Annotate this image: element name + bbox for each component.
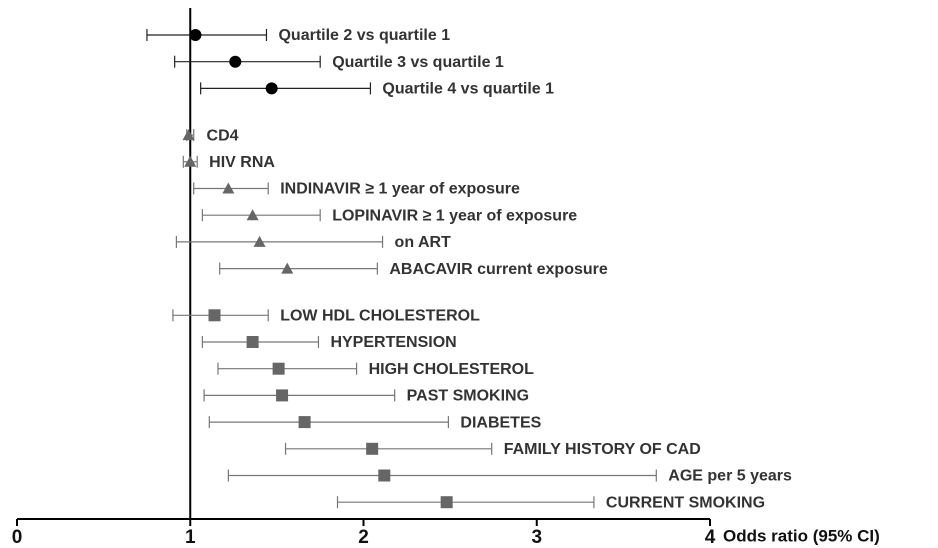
row-label: HIGH CHOLESTEROL bbox=[369, 361, 535, 378]
row-label: LOPINAVIR ≥ 1 year of exposure bbox=[332, 207, 577, 224]
point bbox=[208, 309, 221, 322]
x-tick-label: 3 bbox=[531, 527, 542, 548]
row-label: DIABETES bbox=[460, 414, 541, 431]
point bbox=[276, 389, 289, 402]
row-label: INDINAVIR ≥ 1 year of exposure bbox=[280, 181, 520, 198]
point bbox=[222, 182, 235, 194]
point bbox=[184, 155, 197, 167]
point bbox=[253, 235, 266, 247]
point bbox=[265, 82, 278, 95]
row-label: Quartile 3 vs quartile 1 bbox=[332, 54, 504, 71]
row-label: LOW HDL CHOLESTEROL bbox=[280, 308, 480, 325]
point bbox=[272, 362, 285, 375]
row-label: HYPERTENSION bbox=[330, 334, 456, 351]
row-label: on ART bbox=[395, 234, 452, 251]
point bbox=[182, 129, 195, 141]
row-label: CURRENT SMOKING bbox=[606, 494, 765, 511]
x-tick-label: 4 bbox=[705, 527, 716, 548]
row-label: CD4 bbox=[207, 127, 239, 144]
row-label: AGE per 5 years bbox=[668, 468, 792, 485]
x-tick-label: 2 bbox=[358, 527, 369, 548]
point bbox=[378, 469, 391, 482]
row-label: HIV RNA bbox=[209, 154, 275, 171]
x-tick-label: 1 bbox=[185, 527, 196, 548]
point bbox=[281, 262, 294, 274]
point bbox=[298, 416, 311, 429]
point bbox=[440, 496, 453, 509]
point bbox=[229, 55, 242, 68]
point bbox=[246, 209, 259, 221]
point bbox=[366, 442, 379, 455]
x-axis-label: Odds ratio (95% CI) bbox=[723, 526, 880, 545]
x-tick-label: 0 bbox=[12, 527, 23, 548]
row-label: ABACAVIR current exposure bbox=[389, 261, 608, 278]
row-label: Quartile 2 vs quartile 1 bbox=[278, 27, 450, 44]
row-label: PAST SMOKING bbox=[407, 388, 529, 405]
row-label: Quartile 4 vs quartile 1 bbox=[382, 81, 554, 98]
point bbox=[246, 336, 259, 348]
point bbox=[189, 29, 202, 41]
row-label: FAMILY HISTORY OF CAD bbox=[504, 441, 701, 458]
